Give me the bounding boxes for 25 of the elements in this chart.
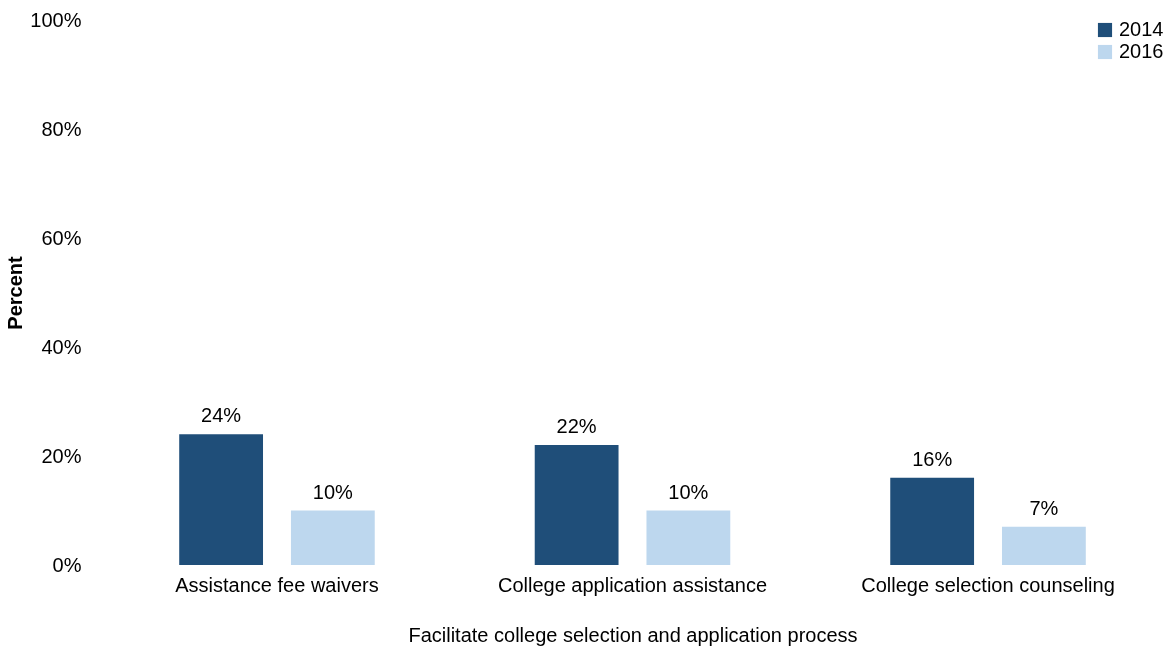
data-label: 7% bbox=[1029, 496, 1059, 519]
y-axis-title: Percent bbox=[4, 255, 27, 330]
bar bbox=[1001, 526, 1086, 565]
bar bbox=[290, 510, 375, 565]
data-label: 22% bbox=[556, 415, 597, 438]
data-label: 16% bbox=[912, 447, 953, 470]
y-tick-label: 20% bbox=[41, 444, 82, 467]
legend-label: 2014 bbox=[1119, 18, 1164, 40]
x-tick-label: College application assistance bbox=[497, 573, 768, 596]
x-tick-label: College selection counseling bbox=[861, 573, 1115, 596]
y-tick-label: 60% bbox=[41, 226, 82, 249]
bar bbox=[646, 510, 731, 565]
x-tick-label: Assistance fee waivers bbox=[175, 573, 379, 596]
y-tick-label: 40% bbox=[41, 335, 82, 358]
y-tick-label: 100% bbox=[30, 8, 82, 31]
data-label: 24% bbox=[201, 404, 242, 427]
data-label: 10% bbox=[312, 480, 354, 503]
y-tick-label: 80% bbox=[41, 117, 82, 140]
x-axis-title: Facilitate college selection and application process bbox=[408, 623, 858, 646]
bar bbox=[890, 477, 975, 565]
data-label: 10% bbox=[668, 480, 709, 503]
bar bbox=[534, 445, 619, 565]
y-tick-label: 0% bbox=[52, 553, 82, 576]
legend-label: 2016 bbox=[1119, 40, 1164, 62]
bar bbox=[179, 434, 264, 565]
